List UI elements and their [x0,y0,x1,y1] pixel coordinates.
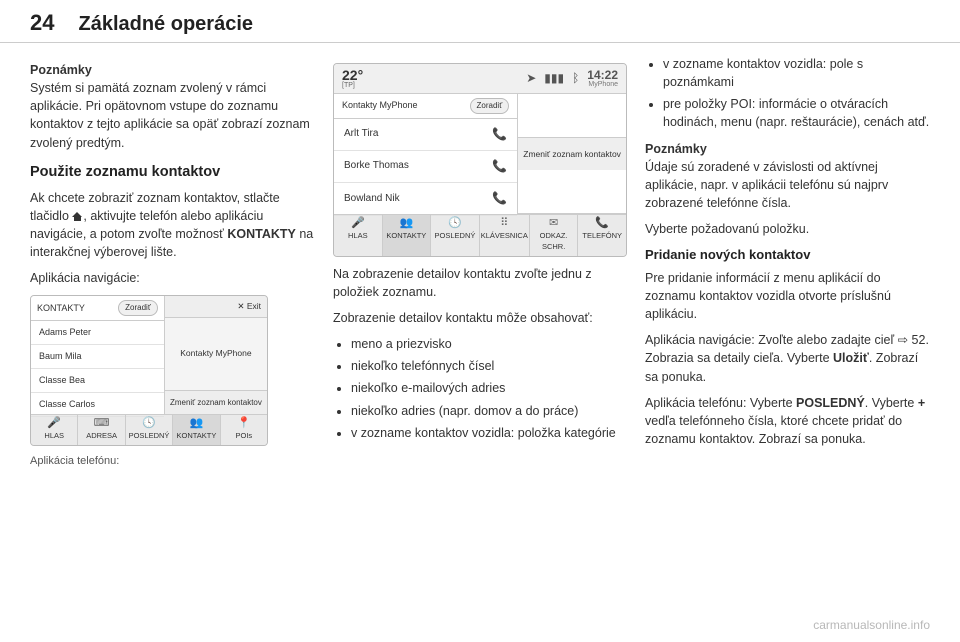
contact-list-item[interactable]: Adams Peter [31,321,164,345]
bluetooth-icon: ᛒ [572,70,579,87]
contacts-icon: 👥 [400,218,414,229]
status-icons: ➤ ▮▮▮ ᛒ 14:22 MyPhone [526,69,618,88]
contact-list-item[interactable]: Classe Bea [31,369,164,393]
voicemail-icon: ✉ [549,218,558,229]
page-title: Základné operácie [78,13,253,36]
tab-keypad[interactable]: ⠿KLÁVESNICA [480,215,530,256]
note-text: Údaje sú zoradené v závislosti od aktívn… [645,160,888,210]
paragraph-nav-steps: Aplikácia navigácie: Zvoľte alebo zadajt… [645,331,930,385]
note-text: Systém si pamätá zoznam zvolený v rámci … [30,81,310,149]
watermark: carmanualsonline.info [813,618,930,632]
tab-voicemail[interactable]: ✉ODKAZ. SCHR. [530,215,579,256]
phone-screenshot: 22° [TP] ➤ ▮▮▮ ᛒ 14:22 MyPhone Kontakty … [333,63,627,257]
exit-button[interactable]: ✕ Exit [165,296,267,317]
page-number: 24 [30,10,54,36]
list-item: meno a priezvisko [351,335,627,353]
temperature-readout: 22° [TP] [342,68,363,89]
contact-list-item[interactable]: Baum Mila [31,345,164,369]
tab-voice[interactable]: 🎤HLAS [334,215,383,256]
paragraph-open-contacts: Ak chcete zobraziť zoznam kontaktov, stl… [30,189,315,262]
phone-icon[interactable]: 📞 [492,190,507,207]
content-columns: Poznámky Systém si pamätá zoznam zvolený… [0,43,960,478]
tab-address[interactable]: ⌨ADRESA [78,415,125,445]
tab-phones[interactable]: 📞TELEFÓNY [578,215,626,256]
phone-icon[interactable]: 📞 [492,126,507,143]
signal-icon: ▮▮▮ [544,70,564,87]
paragraph-select-item: Vyberte požadovanú položku. [645,220,930,238]
nav-shot-title: KONTAKTY [37,302,85,315]
clock-time: 14:22 [587,69,618,81]
list-item: niekoľko adries (napr. domov a do práce) [351,402,627,420]
tab-voice[interactable]: 🎤HLAS [31,415,78,445]
contact-list-item[interactable]: Classe Carlos [31,393,164,417]
clock-icon: 🕓 [448,218,462,229]
clock-source: MyPhone [588,81,618,88]
paragraph-details-may-contain: Zobrazenie detailov kontaktu môže obsaho… [333,309,627,327]
poi-icon: 📍 [237,418,251,429]
clock-icon: 🕓 [142,418,156,429]
contacts-source-label: Kontakty MyPhone [165,318,267,391]
page-header: 24 Základné operácie [0,0,960,43]
sort-button[interactable]: Zoradiť [470,98,510,114]
contacts-icon: 👥 [190,418,204,429]
note-label: Poznámky [645,140,930,158]
phone-status-bar: 22° [TP] ➤ ▮▮▮ ᛒ 14:22 MyPhone [334,64,626,94]
details-bullet-list-cont: v zozname kontaktov vozidla: pole s pozn… [645,55,930,132]
phone-right-panel: Zmeniť zoznam kontaktov [518,94,626,214]
nav-tab-bar: 🎤HLAS ⌨ADRESA 🕓POSLEDNÝ 👥KONTAKTY 📍POIs [31,414,267,445]
tab-contacts[interactable]: 👥KONTAKTY [383,215,432,256]
contact-list-item[interactable]: Arlt Tira 📞 [334,119,517,151]
phones-icon: 📞 [595,218,609,229]
paragraph-phone-steps: Aplikácia telefónu: Vyberte POSLEDNÝ. Vy… [645,394,930,448]
navigation-screenshot: KONTAKTY Zoradiť Adams Peter Baum Mila C… [30,295,268,446]
nav-shot-left-panel: KONTAKTY Zoradiť Adams Peter Baum Mila C… [31,296,165,414]
home-icon [72,210,83,221]
list-item: pre položky POI: informácie o otváracích… [663,95,930,131]
column-3: v zozname kontaktov vozidla: pole s pozn… [645,55,930,478]
mic-icon: 🎤 [47,418,61,429]
phone-contacts-title: Kontakty MyPhone [342,99,418,112]
heading-add-contacts: Pridanie nových kontaktov [645,246,930,265]
list-item: niekoľko e-mailových adries [351,379,627,397]
tab-contacts[interactable]: 👥KONTAKTY [173,415,220,445]
keypad-icon: ⠿ [500,218,508,229]
contact-list-item[interactable]: Borke Thomas 📞 [334,151,517,183]
phone-left-panel: Kontakty MyPhone Zoradiť Arlt Tira 📞 Bor… [334,94,518,214]
heading-use-contacts: Použite zoznamu kontaktov [30,162,315,183]
keyboard-icon: ⌨ [94,418,110,429]
change-list-button[interactable]: Zmeniť zoznam kontaktov [518,138,626,170]
sort-button[interactable]: Zoradiť [118,300,158,316]
change-list-button[interactable]: Zmeniť zoznam kontaktov [165,391,267,415]
tab-recent[interactable]: 🕓POSLEDNÝ [431,215,480,256]
nav-shot-right-panel: ✕ Exit Kontakty MyPhone Zmeniť zoznam ko… [165,296,267,414]
column-1: Poznámky Systém si pamätá zoznam zvolený… [30,55,315,478]
list-item: v zozname kontaktov vozidla: pole s pozn… [663,55,930,91]
paragraph-add-info: Pre pridanie informácií z menu aplikácií… [645,269,930,323]
nav-arrow-icon: ➤ [526,70,536,87]
note-label: Poznámky [30,61,315,79]
phone-tab-bar: 🎤HLAS 👥KONTAKTY 🕓POSLEDNÝ ⠿KLÁVESNICA ✉O… [334,214,626,256]
list-item: v zozname kontaktov vozidla: položka kat… [351,424,627,442]
paragraph-show-details: Na zobrazenie detailov kontaktu zvoľte j… [333,265,627,301]
contact-list-item[interactable]: Bowland Nik 📞 [334,183,517,215]
mic-icon: 🎤 [351,218,365,229]
phone-icon[interactable]: 📞 [492,158,507,175]
caption-phone-app: Aplikácia telefónu: [30,454,315,470]
tab-recent[interactable]: 🕓POSLEDNÝ [126,415,173,445]
list-item: niekoľko telefónnych čísel [351,357,627,375]
tab-pois[interactable]: 📍POIs [221,415,267,445]
paragraph-nav-app: Aplikácia navigácie: [30,269,315,287]
column-2: 22° [TP] ➤ ▮▮▮ ᛒ 14:22 MyPhone Kontakty … [333,55,627,478]
details-bullet-list: meno a priezvisko niekoľko telefónnych č… [333,335,627,442]
